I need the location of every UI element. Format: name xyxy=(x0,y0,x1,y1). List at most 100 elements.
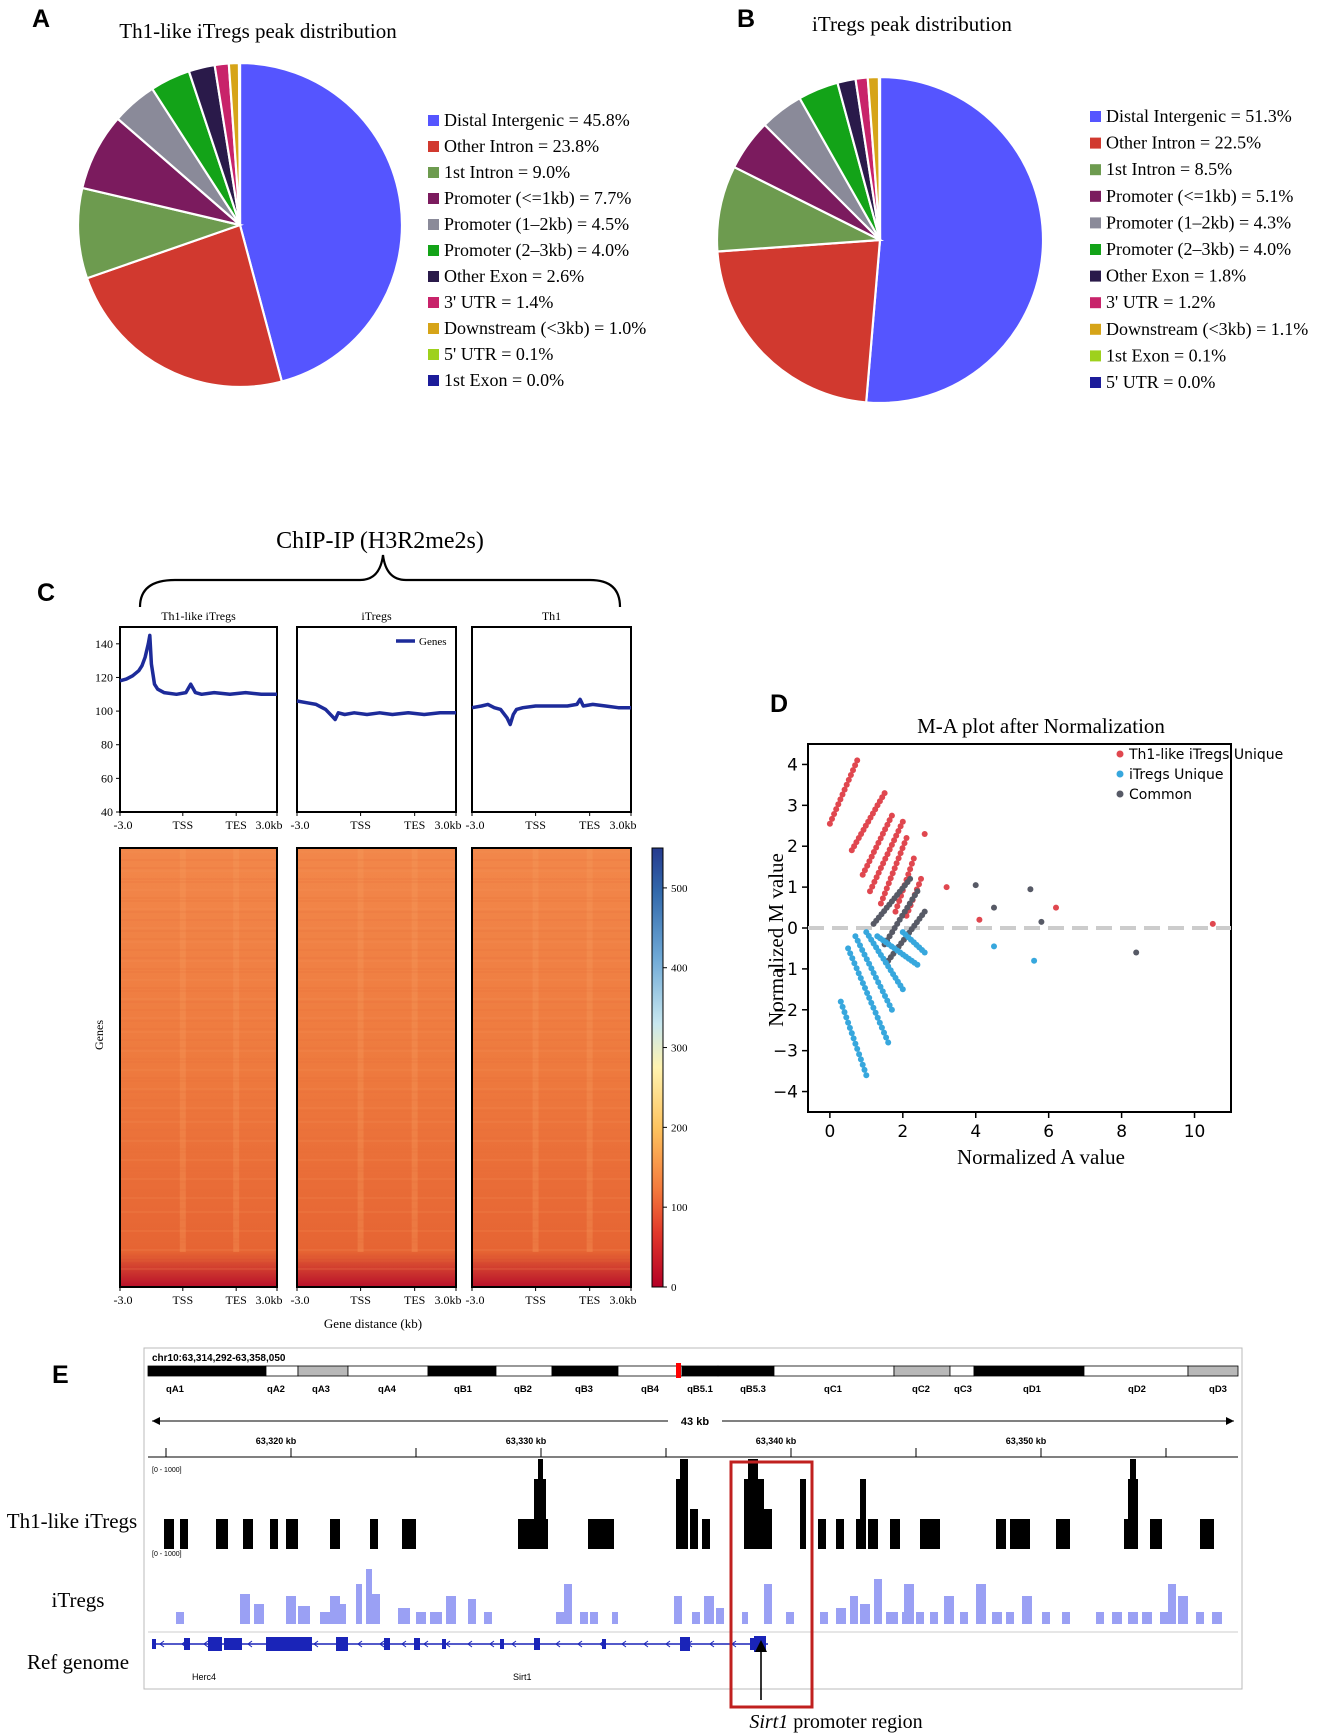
gene-strand-arrow xyxy=(555,1640,561,1648)
ma-point xyxy=(892,908,899,915)
pie-slice xyxy=(237,61,242,226)
gene-strand-arrow xyxy=(643,1640,649,1648)
pie-a-title: Th1-like iTregs peak distribution xyxy=(119,19,397,43)
track2-peak xyxy=(836,1608,846,1624)
track2-peak xyxy=(398,1608,410,1624)
track1-peak xyxy=(243,1519,253,1549)
track2-peak xyxy=(1178,1596,1188,1624)
track1-peak xyxy=(868,1519,878,1549)
legend-swatch xyxy=(1090,270,1101,282)
legend-swatch xyxy=(428,219,439,230)
pie-a xyxy=(76,61,404,389)
ma-point xyxy=(1027,886,1034,893)
heatmap-stripe xyxy=(233,848,240,1252)
ma-point xyxy=(914,961,921,968)
ma-point xyxy=(875,979,882,986)
legend-label: Distal Intergenic = 45.8% xyxy=(444,110,630,130)
heatmap-xtick-label: TES xyxy=(579,1293,600,1307)
legend-label: Promoter (<=1kb) = 7.7% xyxy=(444,188,631,209)
heatmaps: -3.0 TSS TES 3.0kb -3.0 TSS TES 3.0kb -3.0 TSS TES… xyxy=(114,847,637,1307)
track2-peak xyxy=(944,1596,954,1624)
legend-label: 3' UTR = 1.4% xyxy=(444,292,553,312)
ma-ytick-label: 4 xyxy=(787,755,798,775)
track1-peak xyxy=(890,1519,900,1549)
gene-label-herc4: Herc4 xyxy=(192,1672,216,1682)
heatmap xyxy=(472,848,631,1287)
track2-peak xyxy=(820,1612,828,1624)
ma-point xyxy=(888,841,895,848)
ma-point xyxy=(885,880,892,887)
sirt1-annotation-gene: Sirt1 xyxy=(749,1711,788,1733)
heatmap-xtick-label: -3.0 xyxy=(114,1293,133,1307)
legend-label: Other Exon = 1.8% xyxy=(1106,266,1246,286)
legend-swatch xyxy=(428,115,439,126)
ma-xtick-label: 2 xyxy=(897,1122,908,1142)
ma-point xyxy=(1038,918,1045,925)
ma-xtick-label: 8 xyxy=(1116,1122,1127,1142)
pie-slice xyxy=(716,238,882,404)
colorbar-bar xyxy=(651,847,664,1288)
track1-peak xyxy=(164,1519,174,1549)
profile-xtick-label: 3.0kb xyxy=(256,818,283,832)
ideogram-band xyxy=(717,1365,775,1377)
track2-peak xyxy=(556,1612,564,1624)
track1-peak xyxy=(800,1479,806,1549)
chip-title: ChIP-IP (H3R2me2s) xyxy=(276,528,484,554)
profile-ytick-label: 60 xyxy=(101,771,113,785)
ma-point xyxy=(859,980,866,987)
ma-xtick-label: 4 xyxy=(970,1122,981,1142)
profile-title: iTregs xyxy=(361,609,392,623)
legend-label: Other Intron = 23.8% xyxy=(444,136,599,156)
ideogram-band-label: qC3 xyxy=(954,1384,972,1395)
track1-peak xyxy=(818,1519,826,1549)
heatmap-xtick-label: TSS xyxy=(525,1293,546,1307)
ma-point xyxy=(899,845,906,852)
ideogram-band xyxy=(427,1365,497,1377)
ma-point xyxy=(849,955,856,962)
ma-point xyxy=(877,983,884,990)
track-label-ref: Ref genome xyxy=(27,1650,129,1674)
profile-xtick-label: -3.0 xyxy=(291,818,310,832)
ma-point xyxy=(854,757,861,764)
ma-point xyxy=(1053,904,1059,911)
ma-point xyxy=(883,885,890,892)
track2-peak xyxy=(338,1604,346,1624)
track2-peak xyxy=(850,1596,858,1624)
track2-peak xyxy=(1022,1596,1032,1624)
ma-point xyxy=(1133,949,1140,956)
panel-letter-a: A xyxy=(32,5,50,33)
track2-peak xyxy=(1142,1612,1152,1624)
ma-point xyxy=(870,849,877,855)
legend-label: Distal Intergenic = 51.3% xyxy=(1106,106,1292,126)
track2-peak xyxy=(612,1612,618,1624)
track1-peak xyxy=(690,1509,698,1549)
ma-point xyxy=(854,1045,861,1052)
ma-point xyxy=(853,965,860,972)
track2-peak xyxy=(1128,1612,1138,1624)
track2-peak xyxy=(930,1612,938,1624)
profile-xtick-label: TSS xyxy=(172,818,193,832)
ma-point xyxy=(880,860,887,867)
track1-peak xyxy=(1150,1519,1162,1549)
legend-label: Promoter (1–2kb) = 4.5% xyxy=(444,214,629,235)
ma-point xyxy=(872,1009,879,1016)
gene-strand-arrow xyxy=(247,1640,253,1648)
track2-peak xyxy=(674,1596,682,1624)
legend-label: 1st Exon = 0.0% xyxy=(444,370,564,390)
heatmap-stripe xyxy=(357,848,364,1252)
ma-point xyxy=(886,1002,893,1009)
ma-point xyxy=(843,1014,850,1021)
ideogram-band xyxy=(265,1365,299,1377)
ideogram-band-label: qB2 xyxy=(514,1384,532,1395)
legend-label: Downstream (<3kb) = 1.0% xyxy=(444,318,646,339)
legend-label: Downstream (<3kb) = 1.1% xyxy=(1106,319,1308,340)
ma-point xyxy=(835,801,842,808)
profile-xtick-label: 3.0kb xyxy=(435,818,462,832)
gene-strand-arrow xyxy=(159,1640,165,1648)
track2-peak xyxy=(286,1596,296,1624)
ma-point xyxy=(845,1019,852,1026)
ma-xtick-label: 6 xyxy=(1043,1122,1054,1142)
heatmap-xtick-label: TSS xyxy=(350,1293,371,1307)
ma-point xyxy=(877,865,884,871)
